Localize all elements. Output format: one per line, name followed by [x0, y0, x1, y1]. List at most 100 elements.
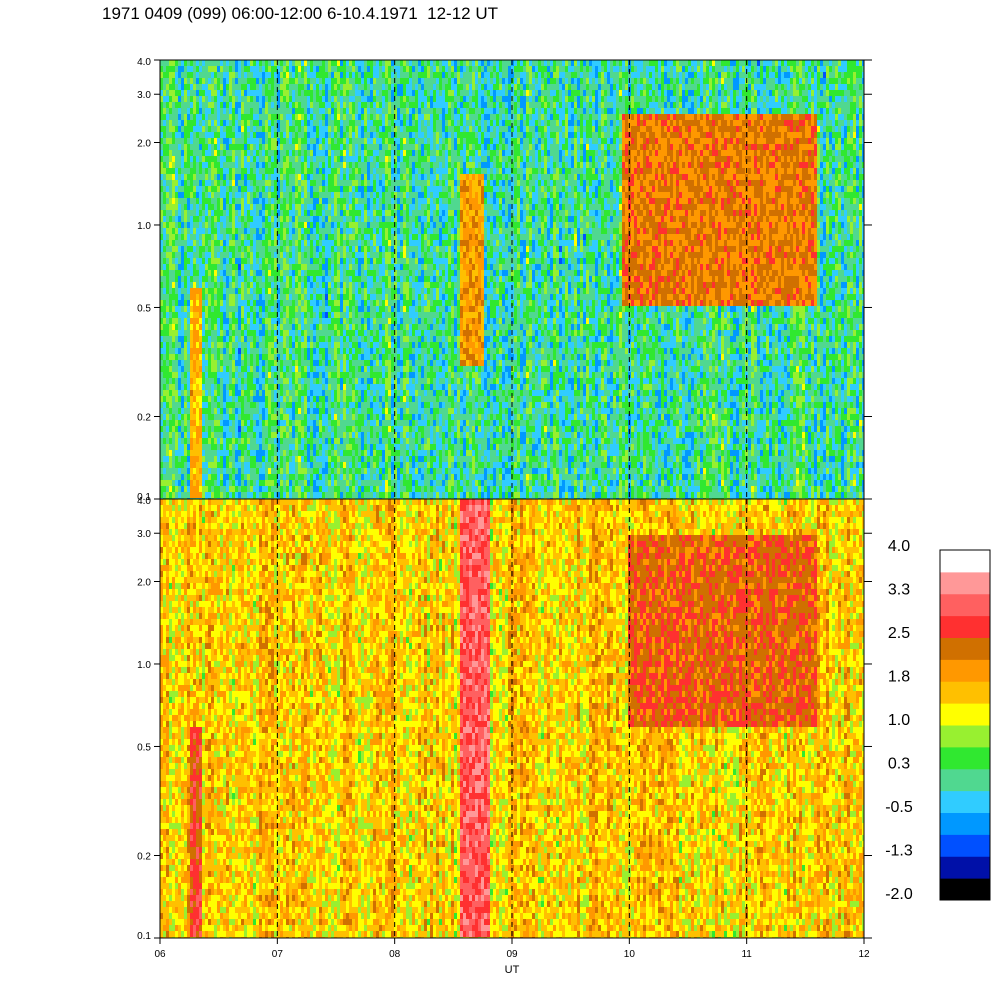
heatmap-cell [334, 294, 337, 300]
heatmap-cell [211, 216, 214, 222]
heatmap-cell [175, 432, 178, 438]
heatmap-cell [202, 96, 205, 102]
heatmap-cell [181, 102, 184, 108]
heatmap-cell [196, 294, 199, 300]
heatmap-cell [232, 252, 235, 258]
heatmap-cell [271, 270, 274, 276]
heatmap-cell [193, 402, 196, 408]
heatmap-cell [235, 270, 238, 276]
heatmap-cell [229, 306, 232, 312]
heatmap-cell [175, 324, 178, 330]
heatmap-cell [346, 342, 349, 348]
heatmap-cell [337, 240, 340, 246]
heatmap-cell [238, 462, 241, 468]
heatmap-cell [307, 240, 310, 246]
heatmap-cell [178, 90, 181, 96]
heatmap-cell [343, 132, 346, 138]
heatmap-cell [343, 150, 346, 156]
heatmap-cell [271, 468, 274, 474]
heatmap-cell [172, 396, 175, 402]
heatmap-cell [196, 306, 199, 312]
heatmap-cell [163, 360, 166, 366]
heatmap-cell [343, 396, 346, 402]
heatmap-cell [283, 336, 286, 342]
heatmap-cell [316, 210, 319, 216]
heatmap-cell [226, 276, 229, 282]
heatmap-cell [352, 234, 355, 240]
heatmap-cell [181, 342, 184, 348]
heatmap-cell [319, 426, 322, 432]
heatmap-cell [196, 330, 199, 336]
heatmap-cell [352, 348, 355, 354]
heatmap-cell [244, 192, 247, 198]
heatmap-cell [250, 174, 253, 180]
heatmap-cell [292, 90, 295, 96]
heatmap-cell [271, 258, 274, 264]
heatmap-cell [274, 114, 277, 120]
heatmap-cell [337, 486, 340, 492]
heatmap-cell [262, 186, 265, 192]
heatmap-cell [166, 234, 169, 240]
heatmap-cell [223, 78, 226, 84]
heatmap-cell [217, 78, 220, 84]
heatmap-cell [295, 414, 298, 420]
heatmap-cell [166, 90, 169, 96]
heatmap-cell [328, 126, 331, 132]
heatmap-cell [307, 462, 310, 468]
heatmap-cell [196, 72, 199, 78]
heatmap-cell [235, 144, 238, 150]
heatmap-cell [328, 324, 331, 330]
heatmap-cell [337, 168, 340, 174]
heatmap-cell [208, 402, 211, 408]
heatmap-cell [295, 294, 298, 300]
heatmap-cell [313, 462, 316, 468]
heatmap-cell [169, 162, 172, 168]
heatmap-cell [196, 390, 199, 396]
heatmap-cell [256, 84, 259, 90]
heatmap-cell [352, 288, 355, 294]
heatmap-cell [310, 366, 313, 372]
heatmap-cell [358, 282, 361, 288]
heatmap-cell [238, 468, 241, 474]
heatmap-cell [226, 300, 229, 306]
heatmap-cell [358, 378, 361, 384]
heatmap-cell [280, 312, 283, 318]
heatmap-cell [226, 312, 229, 318]
heatmap-cell [340, 192, 343, 198]
heatmap-cell [286, 150, 289, 156]
heatmap-cell [238, 72, 241, 78]
heatmap-cell [199, 408, 202, 414]
heatmap-cell [187, 156, 190, 162]
heatmap-cell [298, 480, 301, 486]
heatmap-cell [271, 192, 274, 198]
heatmap-cell [250, 120, 253, 126]
heatmap-cell [274, 228, 277, 234]
heatmap-cell [298, 270, 301, 276]
heatmap-cell [238, 270, 241, 276]
heatmap-cell [352, 372, 355, 378]
heatmap-cell [235, 444, 238, 450]
heatmap-cell [169, 66, 172, 72]
heatmap-cell [244, 90, 247, 96]
heatmap-cell [280, 228, 283, 234]
heatmap-cell [211, 240, 214, 246]
heatmap-cell [346, 234, 349, 240]
heatmap-cell [355, 396, 358, 402]
heatmap-cell [328, 294, 331, 300]
heatmap-cell [274, 66, 277, 72]
heatmap-cell [331, 144, 334, 150]
heatmap-cell [199, 174, 202, 180]
heatmap-cell [262, 198, 265, 204]
heatmap-cell [292, 366, 295, 372]
heatmap-cell [271, 336, 274, 342]
heatmap-cell [259, 462, 262, 468]
heatmap-cell [259, 384, 262, 390]
heatmap-cell [298, 114, 301, 120]
heatmap-cell [178, 408, 181, 414]
heatmap-cell [313, 114, 316, 120]
heatmap-cell [202, 276, 205, 282]
heatmap-cell [298, 312, 301, 318]
heatmap-cell [331, 462, 334, 468]
heatmap-cell [199, 222, 202, 228]
heatmap-cell [268, 378, 271, 384]
